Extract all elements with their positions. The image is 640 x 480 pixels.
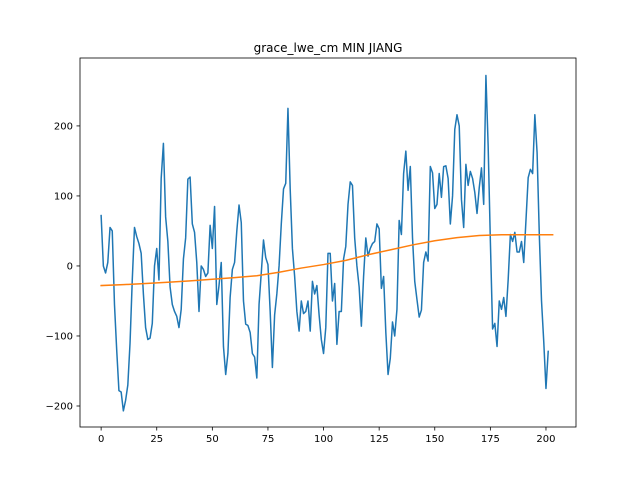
x-tick-label: 25: [150, 434, 163, 445]
axes-layer: 0 25 50 75 100 125 150 175 200 −200 −100 0 100 200: [46, 57, 577, 445]
x-tick-label: 200: [536, 434, 555, 445]
series-line-2: [100, 234, 554, 287]
series-layer: [100, 74, 554, 412]
x-tick-label: 150: [425, 434, 444, 445]
x-tick-label: 100: [314, 434, 333, 445]
series-line-1: [100, 74, 549, 412]
y-tick-label: 0: [67, 261, 73, 272]
y-tick-label: 100: [54, 191, 73, 202]
y-tick-label: 200: [54, 121, 73, 132]
x-tick-label: 0: [98, 434, 104, 445]
x-tick-label: 75: [262, 434, 275, 445]
plot-frame: [79, 57, 577, 428]
x-tick-label: 175: [481, 434, 500, 445]
y-tick-label: −200: [46, 401, 73, 412]
chart-title: grace_lwe_cm MIN JIANG: [254, 41, 403, 55]
x-tick-label: 125: [370, 434, 389, 445]
x-tick-label: 50: [206, 434, 219, 445]
y-tick-label: −100: [46, 331, 73, 342]
